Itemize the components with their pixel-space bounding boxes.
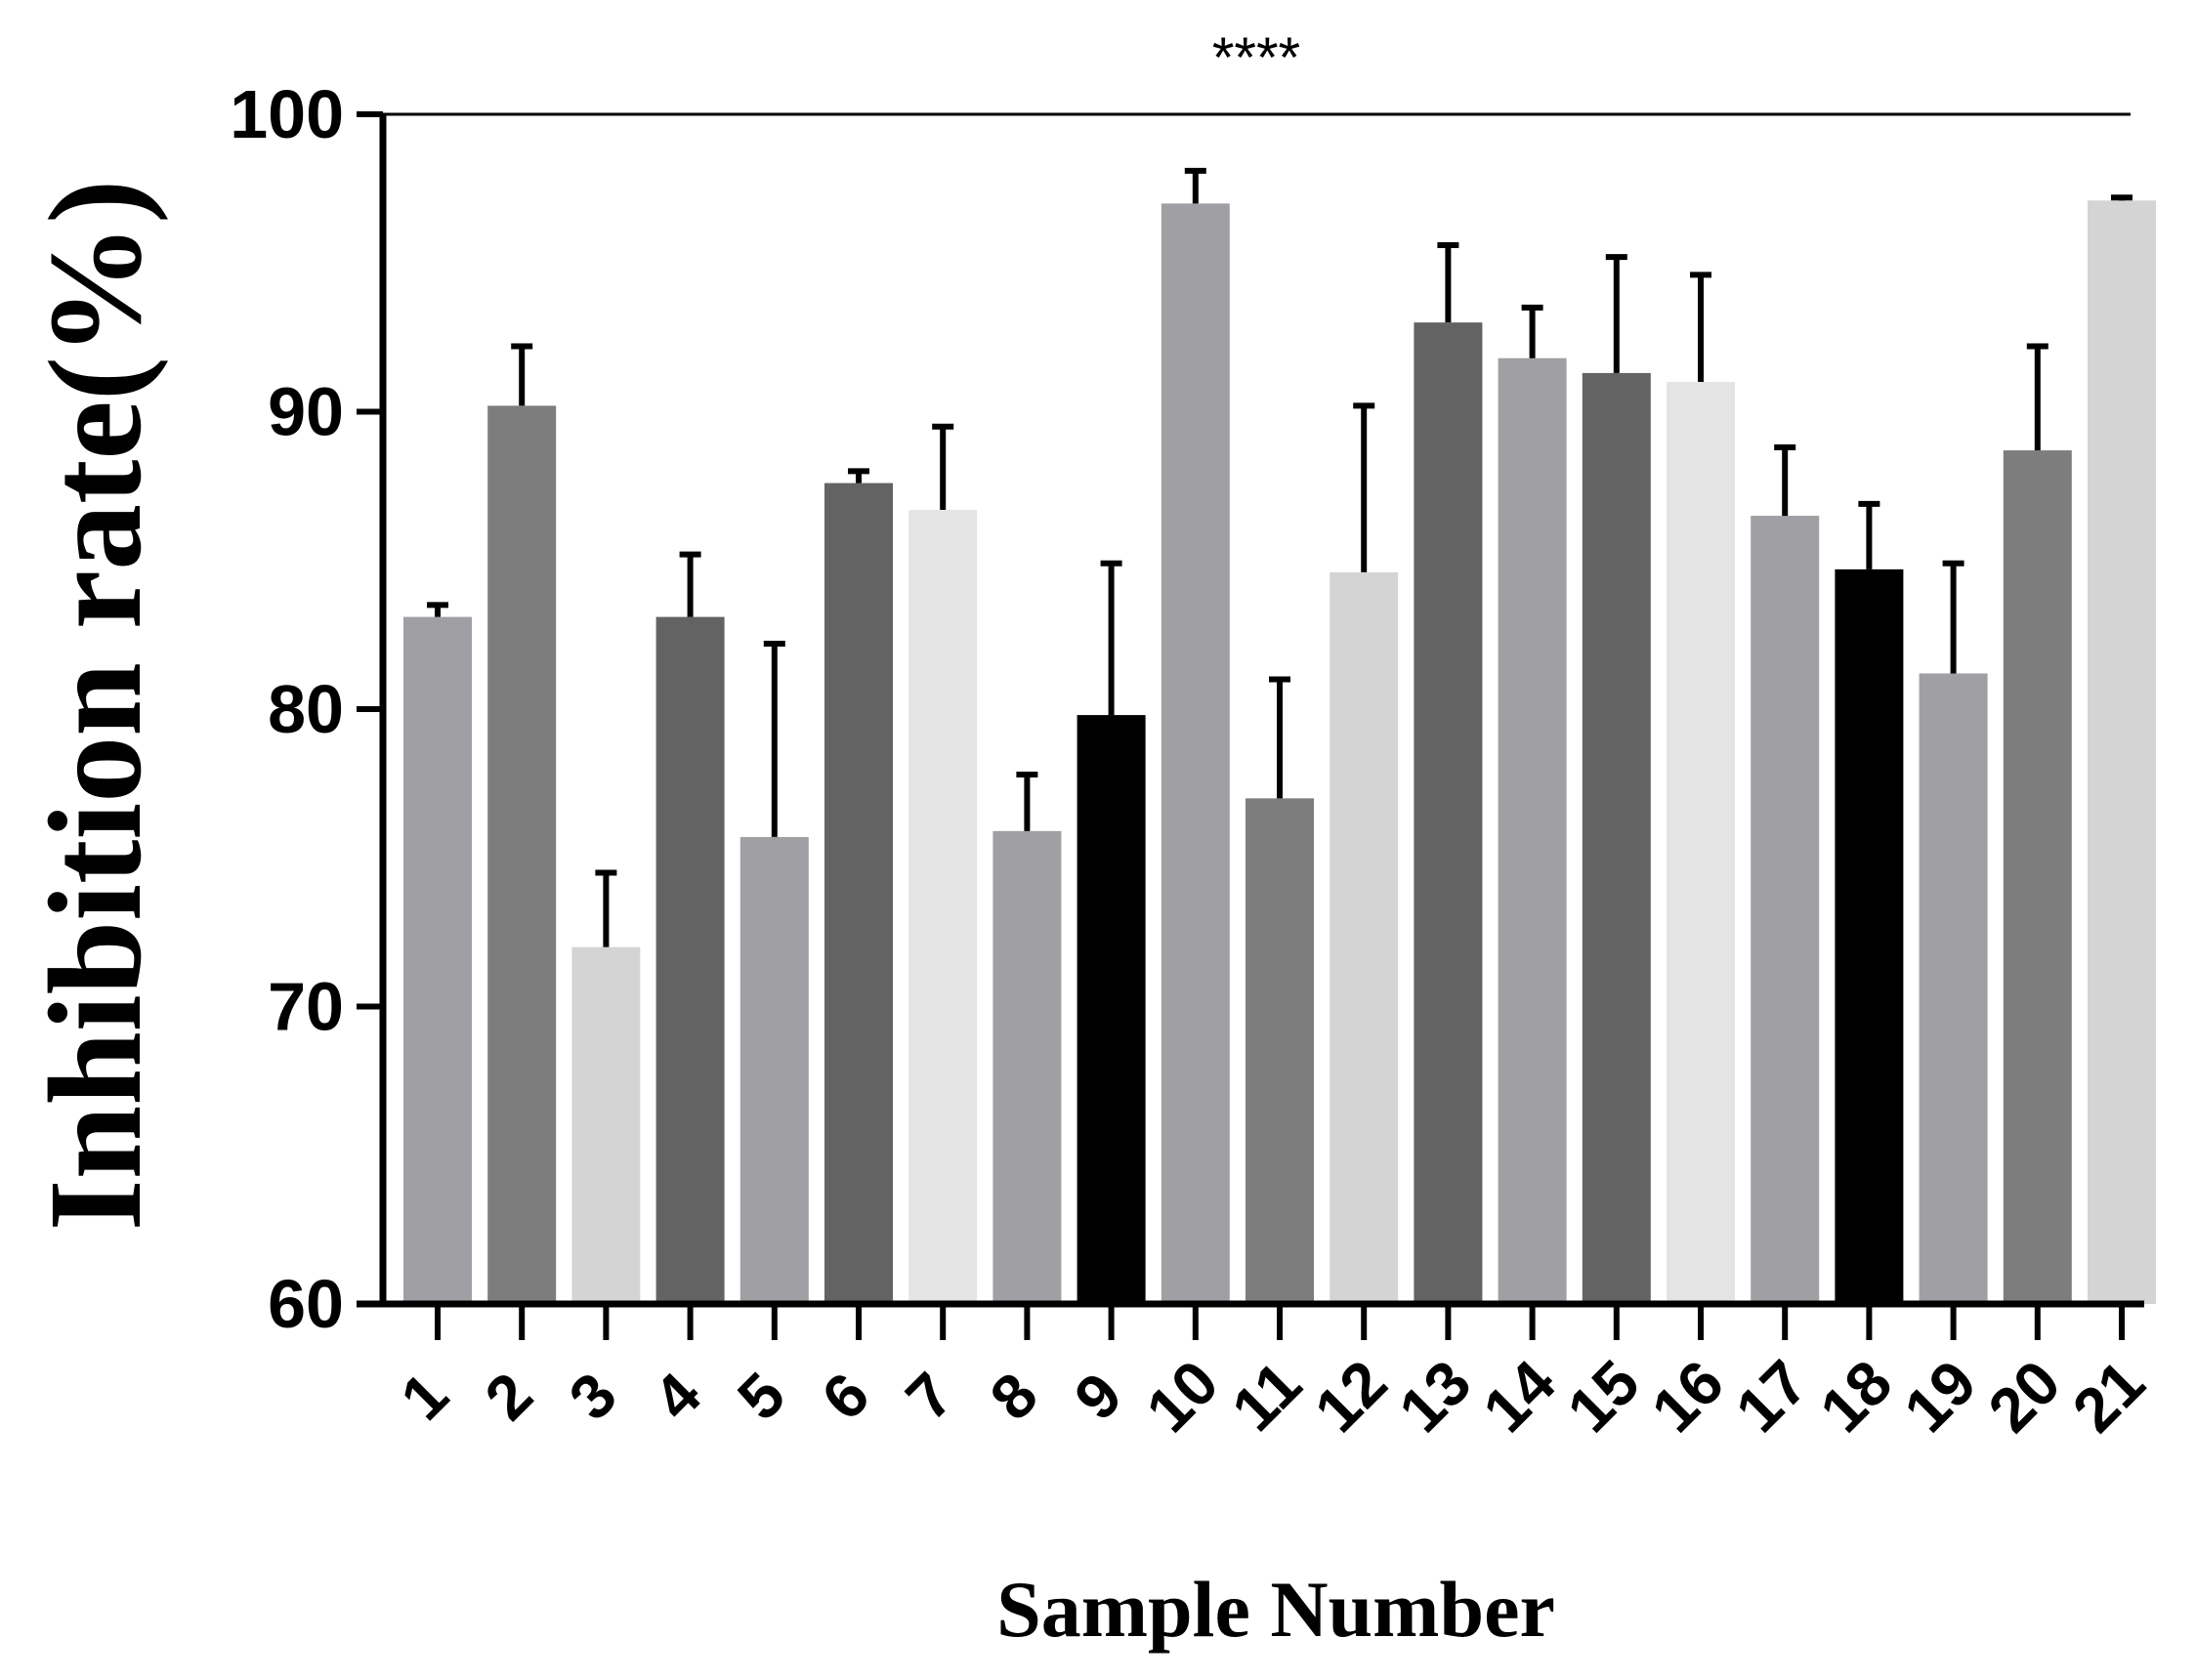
bar-21 (2088, 200, 2156, 1305)
x-tick-label-9: 9 (1061, 1359, 1135, 1433)
bar-20 (2003, 450, 2072, 1305)
y-axis-title: Inhibition rate(%) (22, 180, 169, 1232)
bar-6 (824, 483, 893, 1305)
y-tick-label-100: 100 (230, 76, 344, 152)
bar-8 (992, 830, 1062, 1304)
y-tick-label-60: 60 (268, 1266, 344, 1342)
bar-2 (487, 405, 557, 1304)
bar-4 (655, 616, 725, 1304)
bar-7 (908, 509, 978, 1304)
x-tick-label-10: 10 (1133, 1347, 1232, 1446)
bar-17 (1751, 516, 1820, 1304)
x-tick-label-4: 4 (640, 1359, 714, 1433)
bar-13 (1414, 322, 1483, 1304)
bar-12 (1330, 571, 1399, 1304)
x-tick-label-8: 8 (977, 1359, 1051, 1433)
bar-18 (1835, 568, 1904, 1304)
bars-group (403, 200, 2156, 1305)
x-tick-label-1: 1 (387, 1359, 461, 1433)
x-tick-label-2: 2 (472, 1359, 546, 1433)
y-axis-ticks: 60 70 80 90 100 (230, 76, 383, 1342)
bar-10 (1161, 203, 1230, 1305)
x-tick-label-21: 21 (2059, 1347, 2158, 1446)
x-tick-label-3: 3 (556, 1359, 630, 1433)
bar-9 (1077, 715, 1146, 1304)
bar-1 (403, 616, 472, 1304)
bar-16 (1667, 382, 1735, 1304)
x-axis-title: Sample Number (996, 1565, 1555, 1654)
x-tick-label-5: 5 (724, 1359, 798, 1433)
bar-11 (1246, 798, 1314, 1304)
x-tick-label-7: 7 (893, 1359, 967, 1433)
bar-3 (571, 946, 641, 1304)
bar-14 (1498, 357, 1567, 1304)
significance-annotation: **** (1212, 26, 1300, 90)
bar-19 (1919, 673, 1988, 1304)
x-tick-label-6: 6 (808, 1359, 882, 1433)
y-tick-label-90: 90 (268, 374, 344, 450)
error-bars-group (427, 167, 2133, 947)
y-tick-label-70: 70 (268, 969, 344, 1045)
bar-5 (739, 836, 809, 1304)
y-tick-label-80: 80 (268, 671, 344, 747)
bar-15 (1582, 372, 1651, 1304)
